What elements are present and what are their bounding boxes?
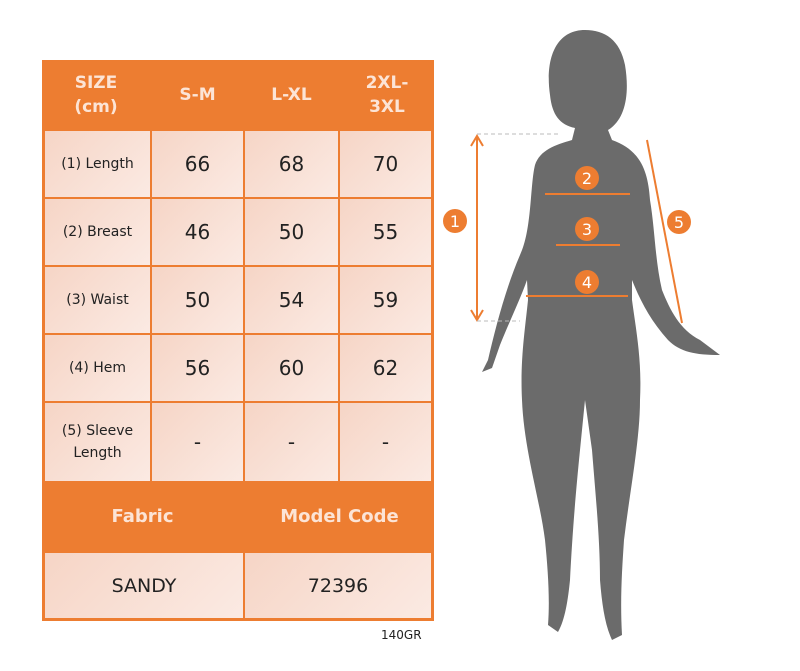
fabric-value: SANDY [45, 553, 243, 618]
row-label: (4) Hem [45, 335, 150, 401]
row-value: - [340, 403, 431, 481]
header-s-m: S-M [179, 85, 216, 105]
header-l-xl: L-XL [271, 85, 312, 105]
row-value: 60 [245, 335, 338, 401]
marker-4 [575, 270, 599, 294]
weight-code: 140GR [381, 628, 422, 642]
row-value: 56 [152, 335, 243, 401]
header-size: SIZE (cm) [74, 73, 118, 117]
row-value: 62 [340, 335, 431, 401]
silhouette-shape [482, 30, 720, 640]
row-value: 68 [245, 131, 338, 197]
body-silhouette: 1 2 3 4 5 [443, 30, 720, 640]
row-label: (5) Sleeve Length [45, 403, 150, 481]
row-value: 55 [340, 199, 431, 265]
row-label: (3) Waist [45, 267, 150, 333]
size-table: SIZE (cm) S-M L-XL 2XL- 3XL (1) Length 66… [42, 60, 434, 621]
marker-2 [575, 166, 599, 190]
marker-5-label: 5 [674, 213, 684, 232]
marker-2-label: 2 [582, 169, 592, 188]
marker-1-label: 1 [450, 212, 460, 231]
model-code-value: 72396 [245, 553, 431, 618]
row-value: 59 [340, 267, 431, 333]
marker-4-label: 4 [582, 273, 592, 292]
row-value: - [152, 403, 243, 481]
header-2xl-3xl: 2XL- 3XL [365, 73, 409, 117]
sleeve-arrow [646, 139, 683, 324]
marker-3-label: 3 [582, 220, 592, 239]
row-value: 54 [245, 267, 338, 333]
row-label: (1) Length [45, 131, 150, 197]
row-label: (2) Breast [45, 199, 150, 265]
row-value: - [245, 403, 338, 481]
row-value: 46 [152, 199, 243, 265]
marker-5 [667, 210, 691, 234]
marker-1 [443, 209, 467, 233]
header-model-code: Model Code [280, 506, 399, 527]
row-value: 66 [152, 131, 243, 197]
marker-3 [575, 217, 599, 241]
header-fabric: Fabric [111, 506, 174, 527]
row-value: 50 [152, 267, 243, 333]
row-value: 50 [245, 199, 338, 265]
row-value: 70 [340, 131, 431, 197]
